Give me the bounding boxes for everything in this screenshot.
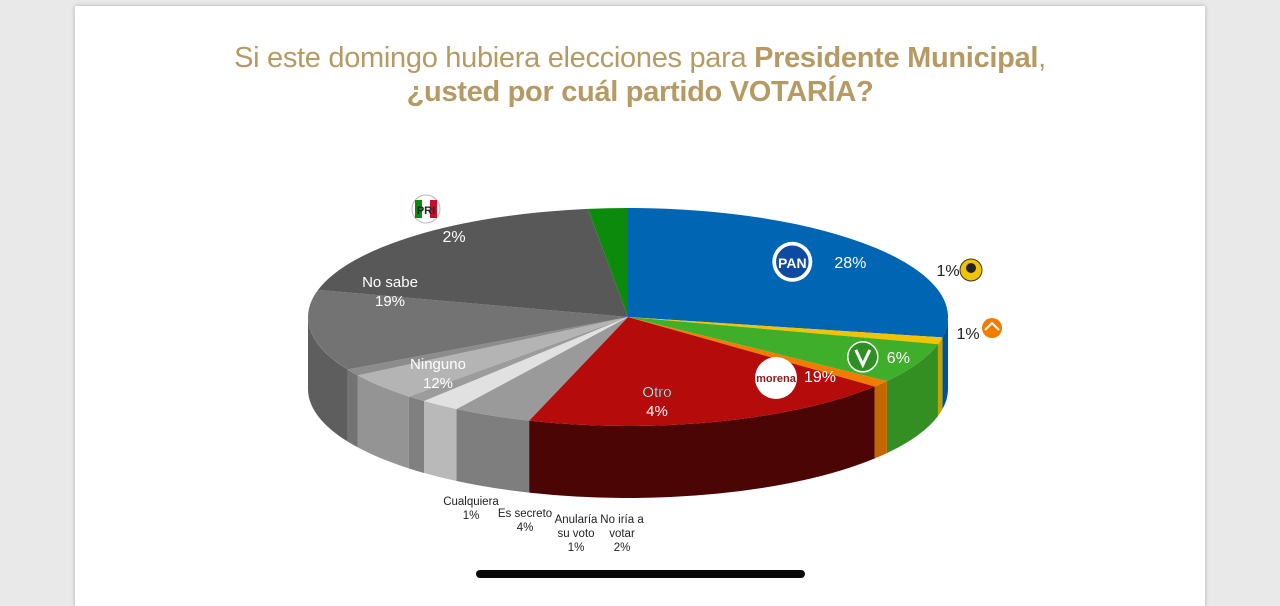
pie-side-prd (937, 337, 943, 417)
pie-slice-no-iria-a-votar (424, 317, 628, 410)
value-label-morena: 19% (804, 369, 836, 386)
title-regular-text: Si este domingo hubiera elecciones para (234, 42, 755, 74)
chart-title-line2: ¿usted por cuál partido VOTARÍA? (406, 76, 874, 108)
pri-logo-green (415, 200, 422, 218)
pan-logo-disc (774, 244, 811, 280)
pie-slice-cualquiera (347, 317, 628, 376)
pie-slice-pri (587, 208, 628, 317)
outside-label-cualquiera-0: Cualquiera (443, 496, 499, 508)
morena-logo-disc (755, 357, 797, 399)
value-label-pri: 2% (442, 229, 465, 246)
morena-logo-icon: morena (755, 357, 797, 399)
pri-logo-icon: PRI (411, 194, 441, 224)
pvem-logo-mark (854, 349, 872, 369)
inside-label-otro: Otro (642, 384, 671, 401)
pie-slice-morena (529, 317, 875, 426)
pie-side-otro (456, 409, 530, 493)
mc-logo-icon (982, 318, 1002, 338)
pie-side-pvem (886, 344, 938, 454)
pie-slice-anularia-su-voto (408, 317, 628, 401)
pan-logo-text: PAN (778, 255, 807, 271)
outside-label-es-secreto-0: Es secreto (498, 508, 552, 520)
outside-label-anularia-su-voto-0: Anularía (555, 514, 598, 526)
pie-side-morena (529, 386, 875, 498)
outside-label-anularia-su-voto-2: 1% (568, 542, 585, 554)
inside-label-no-sabe: No sabe (362, 274, 418, 291)
mc-logo-disc (982, 318, 1002, 338)
inside-label-ninguno: Ninguno (410, 356, 466, 373)
pie-side-walls (308, 317, 948, 498)
pri-logo-red (430, 200, 437, 218)
pie-side-pan (942, 317, 948, 410)
pvem-logo-icon (847, 341, 879, 373)
outside-label-no-iria-a-votar-0: No iría a (600, 514, 644, 526)
morena-logo-text: morena (756, 373, 797, 385)
pie-side-es-secreto (357, 375, 409, 469)
prd-logo-sun (966, 263, 976, 273)
value-label-prd: 1% (936, 263, 959, 280)
outside-label-anularia-su-voto-1: su voto (557, 528, 594, 540)
prd-logo-icon (959, 258, 983, 282)
pie-side-cualquiera (347, 369, 358, 448)
pie-slice-prd (628, 317, 943, 345)
title-bold-text: Presidente Municipal (754, 42, 1039, 74)
pie-slice-mc (628, 317, 887, 387)
value-label-pan: 28% (834, 255, 866, 272)
pie-slice-es-secreto (357, 317, 628, 397)
title-tail-text: , (1038, 42, 1046, 74)
pie-top (308, 208, 948, 426)
mc-logo-mark (984, 321, 1000, 331)
pie-slice-otro (456, 317, 628, 421)
outside-label-no-iria-a-votar-2: 2% (614, 542, 631, 554)
outside-label-es-secreto-1: 4% (517, 522, 534, 534)
pie-side-anularia-su-voto (408, 396, 425, 473)
pie-side-no-iria-a-votar (424, 400, 457, 482)
inside-value-no-sabe: 19% (375, 293, 405, 310)
pie-chart: PAN 28% 6% 1% 1% morena 19% 2% PRI No sabe 19% Ning… (308, 194, 1002, 554)
value-label-mc: 1% (956, 326, 979, 343)
pie-side-ninguno (308, 317, 348, 442)
home-indicator[interactable] (476, 570, 805, 578)
inside-value-otro: 4% (646, 403, 668, 420)
pie-slice-ninguno (308, 289, 628, 370)
pvem-logo-disc (847, 341, 879, 373)
pri-logo-text: PRI (417, 205, 435, 217)
pan-logo-icon: PAN (772, 241, 813, 282)
outside-label-no-iria-a-votar-1: votar (609, 528, 635, 540)
outside-label-cualquiera-1: 1% (463, 510, 480, 522)
pie-side-mc (874, 381, 887, 459)
inside-value-ninguno: 12% (423, 375, 453, 392)
value-label-pvem: 6% (887, 350, 910, 367)
pie-slice-no-sabe (318, 208, 628, 317)
chart-title-line1: Si este domingo hubiera elecciones para … (0, 42, 1280, 75)
